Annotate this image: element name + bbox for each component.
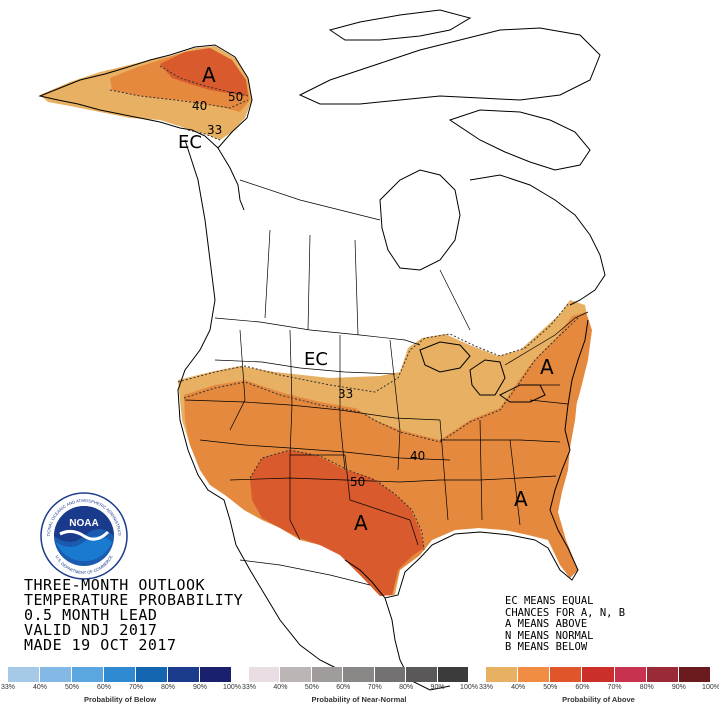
normal-scale-tick-label: 33% [241,684,257,691]
alaska-50-label: 50 [228,90,243,104]
above-40-50-northeast [520,312,592,440]
below-scale-swatch [72,667,104,682]
title-line: MADE 19 OCT 2017 [24,636,177,654]
above-scale-swatch [582,667,615,682]
below-scale-tick-label: 100% [223,684,241,691]
normal-scale-swatch [406,667,438,682]
above-scale-tick-label: 40% [511,684,526,691]
above-scale-swatch [646,667,679,682]
above-scale-ticks: 33% 40% 50% 60% 70% 80% 90% 100% [479,682,719,694]
above-scale-swatch [678,667,711,682]
legend-line: EC MEANS EQUAL [505,595,594,607]
above-scale-tick-label: 100% [702,684,719,691]
below-scale-swatches [8,667,232,682]
probability-contours [109,65,579,551]
above-scale-tick-label: 70% [607,684,622,691]
below-scale-swatch [40,667,72,682]
below-scale-swatch [168,667,200,682]
southeast-a-label: A [514,487,528,511]
above-scale-tick-label: 80% [639,684,654,691]
legend-line: A MEANS ABOVE [505,618,588,630]
legend-line: N MEANS NORMAL [505,629,594,642]
normal-scale-tick-label: 60% [336,684,351,691]
legend-line: B MEANS BELOW [505,641,588,653]
alaska-ec-label: EC [178,132,202,153]
below-scale-tick-label: 80% [160,684,176,691]
noaa-logo: NOAA NATIONAL OCEANIC AND ATMOSPHERIC AD… [40,492,128,580]
normal-scale-swatch [280,667,312,682]
normal-scale-swatch [437,667,469,682]
above-scale-swatch [518,667,551,682]
political-boundaries [184,179,589,586]
coastlines [38,9,606,691]
below-scale-label: Probability of Below [83,695,157,704]
legend-line: CHANCES FOR A, N, B [505,606,626,619]
normal-scale-tick-label: 40% [273,684,288,691]
below-scale-swatch [8,667,40,682]
normal-scale-swatch [249,667,281,682]
below-scale-tick-label: 40% [32,684,48,691]
normal-scale-ticks: 33% 40% 50% 60% 70% 80% 90% 100% [242,682,478,694]
above-scale-swatch [486,667,519,682]
normal-scale-swatch [374,667,407,682]
above-scale-tick-label: 90% [671,684,686,691]
contour-50-label: 50 [350,475,365,489]
below-scale-swatch [104,667,136,682]
normal-scale-tick-label: 80% [399,684,414,691]
map-legend-text: EC MEANS EQUAL CHANCES FOR A, N, B A MEA… [505,595,626,654]
normal-probability-scale: 33% 40% 50% 60% 70% 80% 90% 100% Probability of… [242,667,478,704]
normal-scale-swatch [311,667,344,682]
above-50-60-region-texas [250,450,424,596]
above-scale-tick-label: 50% [543,684,558,691]
alaska-33-label: 33 [207,123,222,137]
normal-scale-tick-label: 90% [430,684,445,691]
above-scale-tick-label: 60% [575,684,590,691]
above-scale-tick-label: 33% [478,684,494,691]
contour-40-label: 40 [410,449,425,463]
alaska-a-label: A [202,63,216,87]
below-scale-tick-label: 90% [192,684,208,691]
normal-scale-tick-label: 70% [367,684,382,691]
above-probability-scale: 33% 40% 50% 60% 70% 80% 90% 100% Probability of… [479,667,719,704]
below-scale-tick-label: 50% [64,684,80,691]
title-line: THREE-MONTH OUTLOOK [24,576,206,594]
normal-scale-swatch [343,667,375,682]
below-scale-tick-label: 33% [0,684,16,691]
normal-scale-tick-label: 50% [304,684,319,691]
noaa-logo-text: NOAA [69,518,98,529]
below-scale-tick-label: 60% [96,684,112,691]
below-scale-swatch [136,667,168,682]
contour-33-label: 33 [338,387,353,401]
normal-scale-tick-label: 100% [460,684,478,691]
title-line: VALID NDJ 2017 [24,621,158,639]
below-scale-ticks: 33% 40% 50% 60% 70% 80% 90% 100% [1,682,241,694]
conus-ec-label: EC [304,349,328,370]
alaska-40-label: 40 [192,99,207,113]
texas-a-label: A [354,511,368,535]
outlook-title-block: THREE-MONTH OUTLOOK TEMPERATURE PROBABIL… [24,578,243,653]
above-scale-swatch [550,667,583,682]
normal-scale-label: Probability of Near-Normal [311,695,407,704]
alaska-above-50-region [160,48,248,96]
title-line: TEMPERATURE PROBABILITY [24,591,244,609]
above-scale-swatch [614,667,647,682]
below-scale-tick-label: 70% [128,684,144,691]
above-scale-swatches [486,667,711,682]
below-probability-scale: 33% 40% 50% 60% 70% 80% 90% 100% Probability of… [1,667,241,704]
below-scale-swatch [200,667,232,682]
northeast-a-label: A [540,355,554,379]
normal-scale-swatches [249,667,469,682]
title-line: 0.5 MONTH LEAD [24,606,158,624]
above-scale-label: Probability of Above [562,695,635,704]
